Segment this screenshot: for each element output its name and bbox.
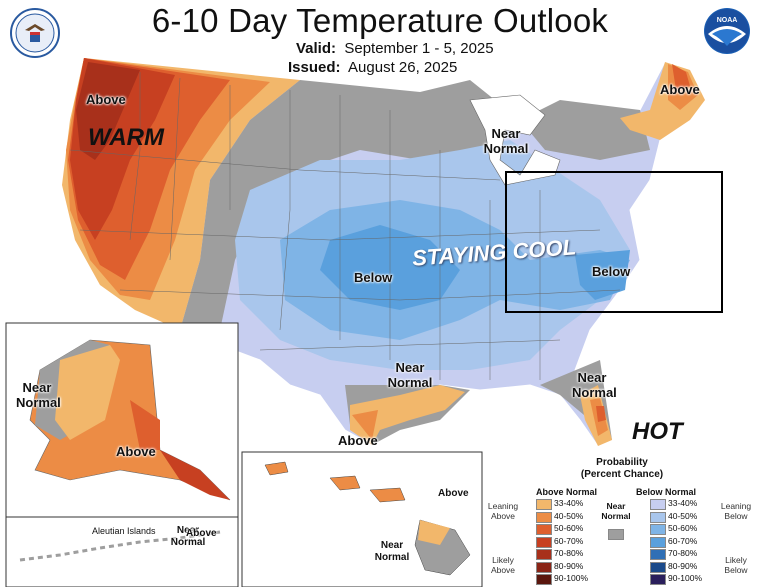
alaska-near-normal-text: Near Normal xyxy=(16,380,61,410)
legend-swatch-below xyxy=(650,574,666,585)
legend-subtitle: (Percent Chance) xyxy=(580,469,664,480)
issued-value: August 26, 2025 xyxy=(348,59,458,76)
label-below-east: Below xyxy=(592,264,631,279)
alaska-panhandle xyxy=(160,450,230,500)
alaska-label-above: Above xyxy=(116,444,156,459)
near-normal-mi-text: Near Normal xyxy=(483,126,529,156)
label-below-central: Below xyxy=(354,270,393,285)
legend-swatch-below xyxy=(650,511,666,523)
near-normal-fl-text: Near Normal xyxy=(572,370,617,400)
legend-swatch-above xyxy=(536,499,552,510)
valid-line: Valid: September 1 - 5, 2025 xyxy=(296,40,494,57)
aleutian-inset-frame xyxy=(5,516,239,587)
label-above-nw: Above xyxy=(86,92,126,107)
hawaii-kauai xyxy=(264,461,289,476)
legend-range-label: 40-50% xyxy=(554,510,584,521)
legend-range-label: 60-70% xyxy=(554,535,584,546)
noaa-bird-icon: NOAA xyxy=(705,9,749,53)
aleutian-label-near-normal: Near Normal xyxy=(166,525,210,549)
hawaii-big-island-warm xyxy=(418,520,450,545)
label-near-normal-fl: Near Normal xyxy=(572,370,617,400)
legend-near-normal: Near Normal xyxy=(601,501,631,521)
label-above-tx: Above xyxy=(338,433,378,448)
gray-north xyxy=(180,80,520,330)
legend-range-label: 40-50% xyxy=(668,510,698,521)
hawaii-maui xyxy=(369,487,406,503)
legend-swatch-above xyxy=(536,511,552,523)
legend-above-header: Above Normal xyxy=(536,487,598,497)
legend-title: Probability xyxy=(596,457,648,468)
legend-range-label: 80-90% xyxy=(668,560,698,571)
legend-swatch-below xyxy=(650,561,666,573)
aleutian-near-normal-text: Near Normal xyxy=(170,525,206,548)
doc-seal-logo xyxy=(10,8,60,58)
aleutian-chain xyxy=(19,530,221,562)
legend-range-label: 90-100% xyxy=(554,573,589,583)
aleutian-label-islands: Aleutian Islands xyxy=(92,526,156,536)
warm-tx-40 xyxy=(350,385,465,445)
gray-northeast xyxy=(520,100,650,160)
legend-range-label: 50-60% xyxy=(554,523,584,533)
legend-swatch-above xyxy=(536,561,552,573)
label-above-ne: Above xyxy=(660,82,700,97)
legend-swatch-below xyxy=(650,549,666,560)
label-near-normal-mi: Near Normal xyxy=(480,126,532,156)
valid-value: September 1 - 5, 2025 xyxy=(344,40,494,57)
legend-swatch-below xyxy=(650,499,666,510)
great-lakes xyxy=(469,94,561,186)
legend-swatch-near-normal xyxy=(608,529,624,540)
legend-swatch-below xyxy=(650,536,666,548)
highlight-box xyxy=(505,171,723,313)
legend-range-label: 80-90% xyxy=(554,560,584,571)
valid-label: Valid: xyxy=(296,40,337,57)
legend-likely-above: Likely Above xyxy=(490,555,516,575)
legend-swatch-above xyxy=(536,574,552,585)
legend-range-label: 70-80% xyxy=(668,548,698,558)
label-hot: HOT xyxy=(632,418,683,445)
eagle-seal-icon xyxy=(15,13,55,53)
hawaii-label-near-normal: Near Normal xyxy=(370,540,414,564)
page-title: 6-10 Day Temperature Outlook xyxy=(151,2,609,39)
aleutian-label-above: Above xyxy=(186,528,217,539)
legend-range-label: 50-60% xyxy=(668,523,698,533)
alaska-33 xyxy=(55,345,120,440)
alaska-60 xyxy=(130,400,160,450)
warm-fl-60 xyxy=(596,406,606,422)
legend-swatch-above xyxy=(536,549,552,560)
blue-east-60 xyxy=(575,250,630,300)
hawaii-label-above: Above xyxy=(438,488,469,499)
legend-range-label: 33-40% xyxy=(554,498,584,508)
warm-70 xyxy=(76,62,140,160)
label-near-normal-tx: Near Normal xyxy=(382,360,438,390)
legend-range-label: 90-100% xyxy=(668,573,703,583)
warm-tx-50 xyxy=(352,410,378,440)
legend-swatch-above xyxy=(536,524,552,535)
issued-line: Issued: August 26, 2025 xyxy=(288,59,457,76)
alaska-label-near-normal: Near Normal xyxy=(16,380,61,410)
legend-range-label: 60-70% xyxy=(668,535,698,546)
hawaii-oahu xyxy=(329,475,361,491)
label-warm: WARM xyxy=(88,124,164,151)
legend-swatch-below xyxy=(650,524,666,535)
warm-ne-60 xyxy=(672,64,690,90)
legend-swatch-above xyxy=(536,536,552,548)
state-lines xyxy=(69,72,621,380)
legend: Probability (Percent Chance) Above Norma… xyxy=(484,455,760,587)
legend-likely-below: Likely Below xyxy=(724,555,748,575)
issued-label: Issued: xyxy=(288,59,341,76)
legend-range-label: 33-40% xyxy=(668,498,698,508)
legend-below-header: Below Normal xyxy=(636,487,697,497)
svg-text:NOAA: NOAA xyxy=(717,17,738,24)
legend-leaning-below: Leaning Below xyxy=(720,501,752,521)
legend-leaning-above: Leaning Above xyxy=(487,501,519,521)
hawaii-near-normal-text: Near Normal xyxy=(374,540,410,563)
near-normal-tx-text: Near Normal xyxy=(387,360,433,390)
legend-range-label: 70-80% xyxy=(554,548,584,558)
noaa-logo: NOAA xyxy=(704,8,750,54)
